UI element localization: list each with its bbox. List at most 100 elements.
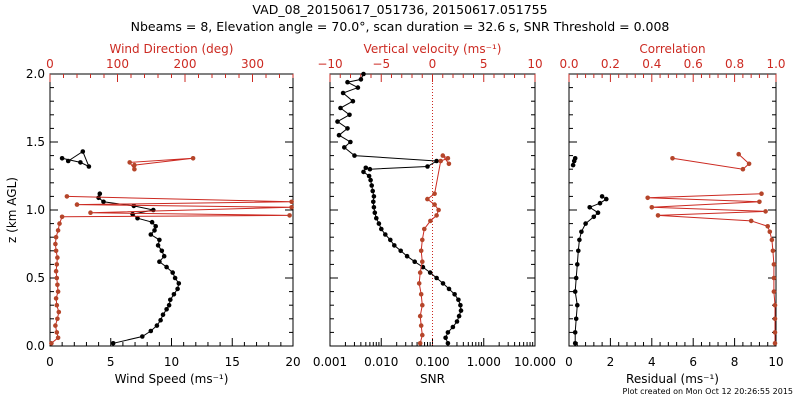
data-point <box>579 229 584 235</box>
data-point <box>135 215 140 221</box>
data-point <box>772 330 778 335</box>
data-point <box>367 166 373 172</box>
series-line <box>51 195 292 344</box>
data-point <box>427 270 433 275</box>
plot-frame <box>49 73 294 347</box>
data-point <box>352 153 357 158</box>
data-point <box>575 302 580 308</box>
data-point <box>771 262 777 267</box>
y-tick-label: 1.5 <box>26 135 45 149</box>
data-point <box>577 237 582 243</box>
data-point <box>160 312 166 318</box>
data-point <box>445 330 451 335</box>
data-point <box>383 232 388 237</box>
data-point <box>436 207 441 213</box>
data-point <box>289 205 294 210</box>
data-point <box>140 334 145 339</box>
data-point <box>772 316 778 322</box>
data-point <box>604 196 609 202</box>
data-point <box>361 169 366 175</box>
data-point <box>583 221 588 226</box>
data-point <box>770 248 776 254</box>
plot-frame <box>568 73 777 347</box>
data-point <box>456 313 462 319</box>
y-tick-label: 2.0 <box>26 67 45 81</box>
data-point <box>446 286 452 292</box>
data-point <box>355 85 361 90</box>
data-point <box>164 264 169 270</box>
data-point <box>649 205 655 210</box>
data-point <box>587 205 592 210</box>
y-tick-label: 0.5 <box>26 271 45 285</box>
data-point <box>576 248 581 254</box>
data-point <box>425 164 430 169</box>
data-point <box>772 302 778 308</box>
data-point <box>172 275 178 281</box>
data-point <box>154 323 160 328</box>
data-point <box>161 253 167 259</box>
data-point <box>765 224 770 229</box>
data-point <box>350 98 356 104</box>
data-point <box>645 195 650 201</box>
data-point <box>54 302 60 308</box>
data-point <box>53 323 58 328</box>
data-point <box>376 221 382 226</box>
data-point <box>443 335 448 341</box>
top-x-tick-label: 0.4 <box>642 57 661 71</box>
data-point <box>372 210 378 215</box>
figure-title-line2: Nbeams = 8, Elevation angle = 70.0°, sca… <box>131 19 670 34</box>
series-line <box>61 150 90 168</box>
data-point <box>88 210 93 215</box>
top-x-tick-label: 0 <box>429 57 437 71</box>
data-point <box>56 309 62 315</box>
y-axis-label: z (km AGL) <box>5 177 19 243</box>
data-point <box>171 292 177 297</box>
data-point <box>168 297 173 303</box>
x-tick-label: 6 <box>689 355 697 369</box>
data-point <box>434 213 439 218</box>
data-point <box>591 214 597 220</box>
data-point <box>575 262 580 267</box>
data-point <box>153 224 158 229</box>
data-point <box>454 319 460 324</box>
data-point <box>371 199 376 205</box>
series-line <box>418 155 450 344</box>
data-point <box>757 199 762 205</box>
data-point <box>166 302 172 308</box>
data-point <box>572 289 578 294</box>
data-point <box>345 79 350 85</box>
x-tick-label: 10 <box>164 355 179 369</box>
top-x-tick-label: −5 <box>372 57 390 71</box>
data-point <box>458 302 463 308</box>
data-point <box>287 213 292 218</box>
data-point <box>96 195 101 201</box>
data-point <box>759 191 764 196</box>
data-point <box>573 275 579 281</box>
data-point <box>55 316 60 322</box>
data-point <box>370 188 376 194</box>
x-tick-label: 8 <box>731 355 739 369</box>
data-point <box>740 166 746 172</box>
data-point <box>368 177 373 183</box>
plot-created-footer: Plot created on Mon Oct 12 20:26:55 2015 <box>623 387 793 396</box>
data-point <box>420 259 425 265</box>
top-x-tick-label: 0.6 <box>684 57 703 71</box>
data-point <box>374 215 379 221</box>
data-point <box>289 199 294 205</box>
data-point <box>53 296 59 301</box>
data-point <box>148 232 154 237</box>
data-point <box>59 214 65 220</box>
top-x-tick-label: 200 <box>174 57 197 71</box>
data-point <box>127 160 132 165</box>
top-x-axis-label: Wind Direction (deg) <box>110 42 234 56</box>
data-point <box>131 203 137 209</box>
data-point <box>361 71 366 77</box>
data-point <box>572 341 578 346</box>
x-tick-label: 0.010 <box>364 355 398 369</box>
data-point <box>452 292 457 297</box>
x-axis-label: SNR <box>420 372 445 386</box>
top-x-axis-label: Correlation <box>639 42 705 56</box>
top-x-tick-label: −10 <box>317 57 342 71</box>
data-point <box>379 226 384 232</box>
y-tick-label: 0.0 <box>26 339 45 353</box>
